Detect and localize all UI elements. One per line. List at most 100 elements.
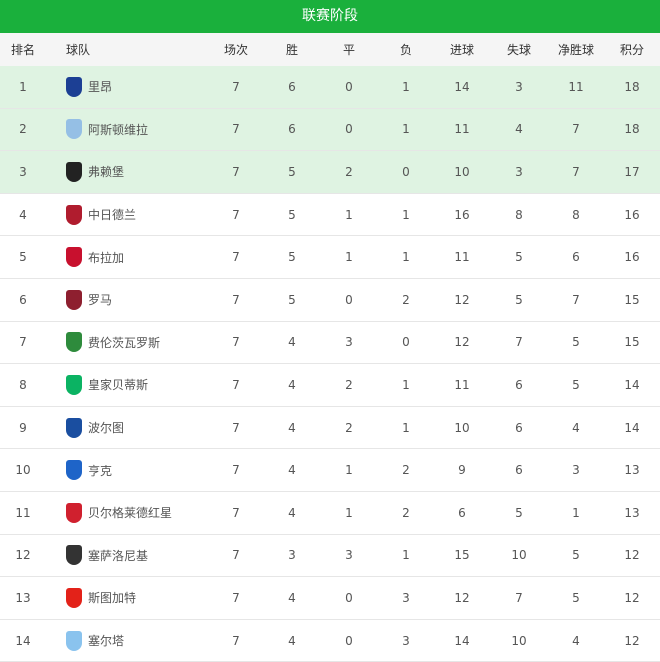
table-row[interactable]: 3 弗赖堡 7 5 2 0 10 3 7 17: [0, 151, 660, 194]
cell-pts: 12: [624, 548, 640, 563]
team-logo-icon: [66, 587, 82, 608]
team-logo-icon: [66, 247, 82, 268]
table-row[interactable]: 7 费伦茨瓦罗斯 7 4 3 0 12 7 5 15: [0, 322, 660, 365]
team-name[interactable]: 贝尔格莱德红星: [88, 506, 173, 521]
team-name[interactable]: 中日德兰: [88, 208, 137, 223]
cell-pts: 15: [624, 292, 640, 307]
cell-d: 0: [345, 122, 353, 137]
team-logo-icon: [66, 76, 82, 97]
cell-rank: 9: [19, 420, 27, 435]
cell-d: 1: [345, 505, 353, 520]
cell-p: 7: [232, 590, 240, 605]
team-logo-icon: [66, 289, 82, 310]
cell-ga: 5: [515, 292, 523, 307]
cell-p: 7: [232, 548, 240, 563]
section-title: 联赛阶段: [0, 0, 660, 33]
cell-l: 0: [402, 335, 410, 350]
cell-pts: 13: [624, 505, 640, 520]
cell-pts: 14: [624, 377, 640, 392]
team-name[interactable]: 塞尔塔: [88, 634, 125, 649]
team-name[interactable]: 塞萨洛尼基: [88, 548, 149, 563]
team-logo-icon: [66, 374, 82, 395]
cell-w: 5: [288, 164, 296, 179]
team-logo-icon: [66, 545, 82, 566]
table-row[interactable]: 5 布拉加 7 5 1 1 11 5 6 16: [0, 236, 660, 279]
cell-l: 2: [402, 505, 410, 520]
cell-gf: 11: [454, 122, 470, 137]
cell-l: 2: [402, 463, 410, 478]
cell-l: 1: [402, 420, 410, 435]
cell-ga: 4: [515, 122, 523, 137]
cell-gd: 7: [572, 122, 580, 137]
cell-ga: 10: [511, 633, 527, 648]
cell-p: 7: [232, 292, 240, 307]
cell-p: 7: [232, 122, 240, 137]
cell-rank: 5: [19, 250, 27, 265]
team-name[interactable]: 波尔图: [88, 421, 125, 436]
cell-rank: 14: [15, 633, 31, 648]
team-logo-icon: [66, 332, 82, 353]
cell-gf: 11: [454, 250, 470, 265]
header-goal-diff: 净胜球: [557, 43, 594, 57]
team-name[interactable]: 弗赖堡: [88, 165, 125, 180]
cell-w: 4: [288, 463, 296, 478]
cell-l: 1: [402, 122, 410, 137]
cell-w: 5: [288, 207, 296, 222]
cell-l: 1: [402, 250, 410, 265]
cell-w: 4: [288, 590, 296, 605]
cell-pts: 15: [624, 335, 640, 350]
team-name[interactable]: 里昂: [88, 80, 113, 95]
cell-rank: 6: [19, 292, 27, 307]
cell-d: 1: [345, 463, 353, 478]
team-name[interactable]: 斯图加特: [88, 591, 137, 606]
cell-ga: 10: [511, 548, 527, 563]
table-row[interactable]: 8 皇家贝蒂斯 7 4 2 1 11 6 5 14: [0, 364, 660, 407]
cell-p: 7: [232, 335, 240, 350]
cell-gd: 7: [572, 164, 580, 179]
cell-gd: 11: [568, 79, 584, 94]
cell-d: 0: [345, 292, 353, 307]
table-row[interactable]: 2 阿斯顿维拉 7 6 0 1 11 4 7 18: [0, 108, 660, 152]
cell-d: 2: [345, 420, 353, 435]
cell-d: 0: [345, 79, 353, 94]
table-row[interactable]: 11 贝尔格莱德红星 7 4 1 2 6 5 1 13: [0, 492, 660, 535]
table-row[interactable]: 9 波尔图 7 4 2 1 10 6 4 14: [0, 407, 660, 450]
cell-w: 4: [288, 420, 296, 435]
header-points: 积分: [619, 43, 644, 57]
team-name[interactable]: 皇家贝蒂斯: [88, 378, 149, 393]
cell-gf: 6: [458, 505, 466, 520]
team-logo-icon: [66, 119, 82, 140]
cell-w: 6: [288, 122, 296, 137]
cell-d: 0: [345, 633, 353, 648]
team-name[interactable]: 布拉加: [88, 250, 125, 265]
cell-w: 5: [288, 292, 296, 307]
cell-gf: 14: [454, 79, 470, 94]
team-name[interactable]: 阿斯顿维拉: [88, 122, 149, 137]
cell-p: 7: [232, 463, 240, 478]
table-row[interactable]: 14 塞尔塔 7 4 0 3 14 10 4 12: [0, 620, 660, 662]
table-row[interactable]: 4 中日德兰 7 5 1 1 16 8 8 16: [0, 194, 660, 237]
team-name[interactable]: 费伦茨瓦罗斯: [88, 335, 161, 350]
cell-w: 6: [288, 79, 296, 94]
cell-p: 7: [232, 164, 240, 179]
cell-gf: 12: [454, 335, 470, 350]
table-row[interactable]: 6 罗马 7 5 0 2 12 5 7 15: [0, 279, 660, 322]
table-row[interactable]: 13 斯图加特 7 4 0 3 12 7 5 12: [0, 577, 660, 620]
header-lost: 负: [399, 43, 412, 57]
cell-ga: 6: [515, 377, 523, 392]
cell-rank: 10: [15, 463, 31, 478]
cell-gd: 4: [572, 420, 580, 435]
table-row[interactable]: 1 里昂 7 6 0 1 14 3 11 18: [0, 66, 660, 109]
cell-pts: 12: [624, 590, 640, 605]
cell-pts: 14: [624, 420, 640, 435]
team-name[interactable]: 亨克: [88, 463, 113, 478]
cell-rank: 8: [19, 377, 27, 392]
team-logo-icon: [66, 630, 82, 651]
table-row[interactable]: 10 亨克 7 4 1 2 9 6 3 13: [0, 449, 660, 492]
team-name[interactable]: 罗马: [88, 293, 113, 308]
cell-w: 4: [288, 377, 296, 392]
team-logo-icon: [66, 502, 82, 523]
table-row[interactable]: 12 塞萨洛尼基 7 3 3 1 15 10 5 12: [0, 535, 660, 578]
cell-d: 2: [345, 164, 353, 179]
cell-l: 3: [402, 633, 410, 648]
